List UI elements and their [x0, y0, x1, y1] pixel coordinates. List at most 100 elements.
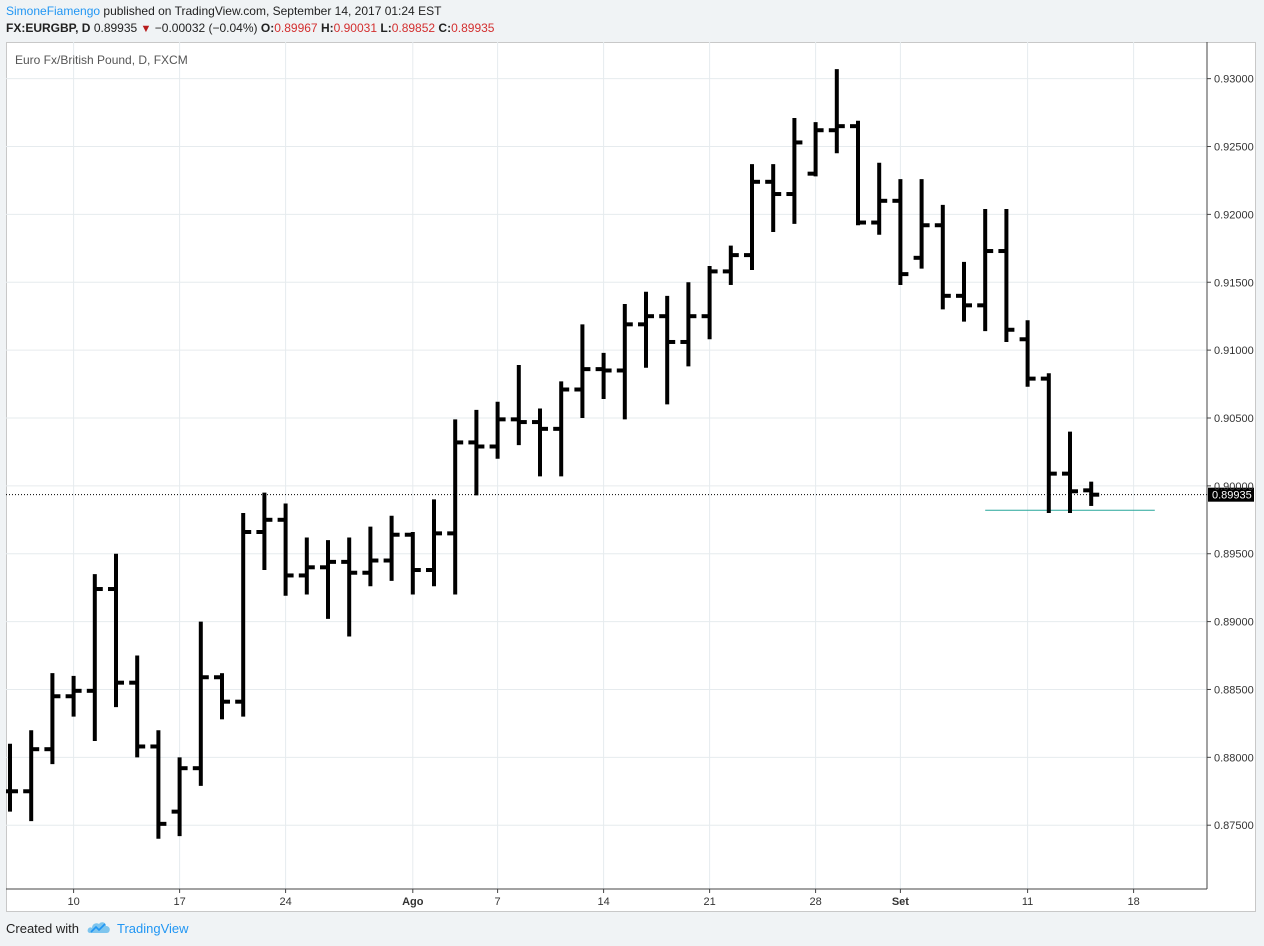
- ohlc-bar: [320, 540, 336, 619]
- x-tick-label: 7: [495, 896, 501, 908]
- last-price: 0.89935: [93, 21, 138, 35]
- ohlc-bar: [744, 164, 760, 271]
- ohlc-bar: [214, 673, 230, 720]
- ohlc-bar: [235, 513, 252, 717]
- ohlc-bar: [892, 179, 909, 285]
- tradingview-brand-link[interactable]: TradingView: [116, 921, 189, 936]
- ohlc-bar: [722, 245, 739, 285]
- ohlc-bar: [786, 118, 803, 224]
- close-label: C:: [438, 21, 452, 35]
- ohlc-bar: [23, 730, 40, 822]
- ohlc-bar: [828, 69, 845, 154]
- ohlc-bar: [765, 164, 782, 233]
- ohlc-bar: [956, 261, 972, 322]
- ohlc-bar: [447, 419, 464, 595]
- ohlc-bar: [129, 655, 146, 758]
- high-label: H:: [320, 21, 334, 35]
- ohlc-bar: [998, 208, 1015, 342]
- x-tick-label: 10: [67, 896, 79, 908]
- ohlc-bar: [871, 162, 888, 235]
- high-value: 0.90031: [333, 21, 378, 35]
- x-tick-label: 14: [597, 896, 609, 908]
- ohlc-chart[interactable]: 0.89935 0.87500 0.88000 0.88500 0.89000 0.89…: [6, 42, 1256, 912]
- y-tick-label: 0.88500: [1214, 684, 1254, 696]
- open-label: O:: [260, 21, 275, 35]
- x-tick-label: 18: [1127, 896, 1139, 908]
- ohlc-bar: [44, 673, 61, 765]
- open-value: 0.89967: [274, 21, 318, 35]
- publish-info: SimoneFiamengo published on TradingView.…: [6, 4, 441, 18]
- ohlc-bar: [277, 503, 294, 596]
- ohlc-bar: [6, 743, 18, 812]
- y-tick-label: 0.88000: [1214, 752, 1254, 764]
- symbol-info: FX:EURGBP, D 0.89935 ▼ −0.00032 (−0.04%)…: [6, 21, 494, 35]
- ohlc-bar: [1019, 320, 1036, 387]
- ohlc-bar: [934, 204, 951, 310]
- y-tick-label: 0.87500: [1214, 820, 1254, 832]
- time-axis[interactable]: 10 17 24 Ago 7 14 21 28 Set 11 18: [67, 889, 1140, 908]
- tradingview-logo-icon[interactable]: [87, 920, 111, 937]
- y-tick-label: 0.90500: [1214, 413, 1254, 425]
- published-text: published on TradingView.com, September …: [103, 4, 442, 18]
- ohlc-bar: [86, 574, 103, 742]
- ohlc-bar: [553, 381, 570, 477]
- last-price-layer: 0.89935: [6, 487, 1254, 502]
- y-tick-label: 0.92000: [1214, 209, 1254, 221]
- x-tick-label: 17: [173, 896, 185, 908]
- price-axis[interactable]: 0.87500 0.88000 0.88500 0.89000 0.89500 0.900…: [1207, 74, 1254, 833]
- x-tick-label: 28: [809, 896, 821, 908]
- ohlc-bar: [489, 401, 506, 459]
- x-tick-label: 21: [703, 896, 715, 908]
- bars: [6, 69, 1100, 839]
- ohlc-bar: [1040, 373, 1057, 514]
- ohlc-bar: [171, 757, 188, 837]
- ohlc-bar: [850, 120, 866, 226]
- down-arrow-icon: ▼: [140, 23, 152, 35]
- ohlc-bar: [638, 291, 654, 368]
- price-change: −0.00032 (−0.04%): [154, 21, 258, 35]
- y-tick-label: 0.92500: [1214, 142, 1254, 154]
- ohlc-bar: [913, 179, 930, 269]
- grid: [6, 42, 1207, 889]
- footer: Created with TradingView: [6, 920, 189, 937]
- ohlc-bar: [807, 122, 824, 177]
- author-link[interactable]: SimoneFiamengo: [6, 4, 101, 18]
- x-tick-label: 24: [279, 896, 291, 908]
- ohlc-bar: [426, 499, 442, 587]
- ohlc-bar: [341, 537, 358, 637]
- symbol-label: FX:EURGBP, D: [6, 21, 91, 35]
- low-value: 0.89852: [391, 21, 436, 35]
- close-value: 0.89935: [451, 21, 495, 35]
- y-tick-label: 0.91500: [1214, 277, 1254, 289]
- ohlc-bar: [659, 295, 676, 405]
- x-tick-label: 11: [1022, 896, 1033, 908]
- ohlc-bar: [1062, 431, 1078, 514]
- ohlc-bar: [383, 515, 400, 581]
- y-tick-label: 0.90000: [1214, 481, 1254, 493]
- last-price-label: 0.89935: [1212, 490, 1252, 502]
- ohlc-bar: [977, 208, 994, 332]
- ohlc-bar: [574, 324, 591, 418]
- ohlc-bar: [362, 526, 379, 587]
- ohlc-bar: [298, 537, 315, 595]
- x-tick-label: Ago: [402, 896, 424, 908]
- ohlc-bar: [595, 352, 612, 399]
- ohlc-bar: [404, 532, 421, 595]
- ohlc-bar: [616, 303, 633, 420]
- ohlc-bar: [468, 409, 485, 496]
- chart-title: Euro Fx/British Pound, D, FXCM: [15, 53, 188, 67]
- ohlc-bar: [680, 282, 697, 367]
- created-with-text: Created with: [6, 921, 79, 936]
- ohlc-bar: [65, 675, 82, 717]
- y-tick-label: 0.89000: [1214, 617, 1254, 629]
- ohlc-bar: [192, 621, 209, 786]
- ohlc-bar: [532, 408, 548, 477]
- ohlc-bar: [701, 265, 718, 340]
- low-label: L:: [380, 21, 392, 35]
- last-price-marker: [1208, 487, 1254, 502]
- y-tick-label: 0.93000: [1214, 74, 1254, 86]
- ohlc-bar: [108, 553, 124, 708]
- ohlc-bar: [150, 730, 167, 839]
- x-tick-label: Set: [892, 896, 909, 908]
- ohlc-bar: [256, 492, 273, 571]
